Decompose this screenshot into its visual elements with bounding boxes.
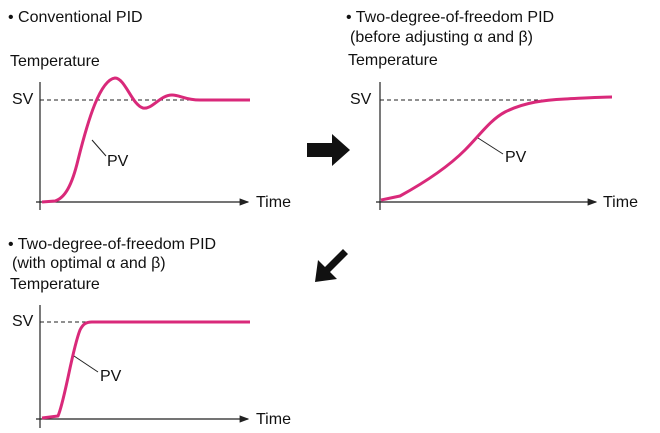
sv-label: SV — [350, 91, 372, 108]
x-label: Time — [256, 194, 291, 211]
sv-label: SV — [12, 91, 34, 108]
pv-leader — [477, 137, 504, 155]
panel-before: • Two-degree-of-freedom PID (before adju… — [346, 9, 638, 211]
pv-label: PV — [100, 368, 122, 385]
y-label: Temperature — [348, 52, 438, 69]
x-label: Time — [256, 411, 291, 428]
pv-leader — [73, 355, 99, 373]
y-label: Temperature — [10, 276, 100, 293]
pv-curve — [41, 320, 250, 420]
pv-label: PV — [505, 149, 527, 166]
pv-leader — [91, 139, 107, 157]
arrow-down-left — [315, 249, 348, 282]
x-label: Time — [603, 194, 638, 211]
sv-label: SV — [12, 313, 34, 330]
pv-curve — [41, 76, 250, 204]
panel-title: • Conventional PID — [8, 9, 143, 26]
arrow-right — [307, 134, 350, 166]
panel-title: (before adjusting α and β) — [350, 29, 533, 46]
panel-title: • Two-degree-of-freedom PID — [346, 9, 554, 26]
pv-curve — [380, 95, 613, 202]
panel-conventional: • Conventional PID Temperature Time SV P… — [8, 9, 291, 211]
y-label: Temperature — [10, 53, 100, 70]
pv-label: PV — [107, 153, 129, 170]
panel-title: • Two-degree-of-freedom PID — [8, 236, 216, 253]
panel-optimal: • Two-degree-of-freedom PID (with optima… — [8, 236, 291, 428]
panel-title: (with optimal α and β) — [12, 255, 166, 272]
